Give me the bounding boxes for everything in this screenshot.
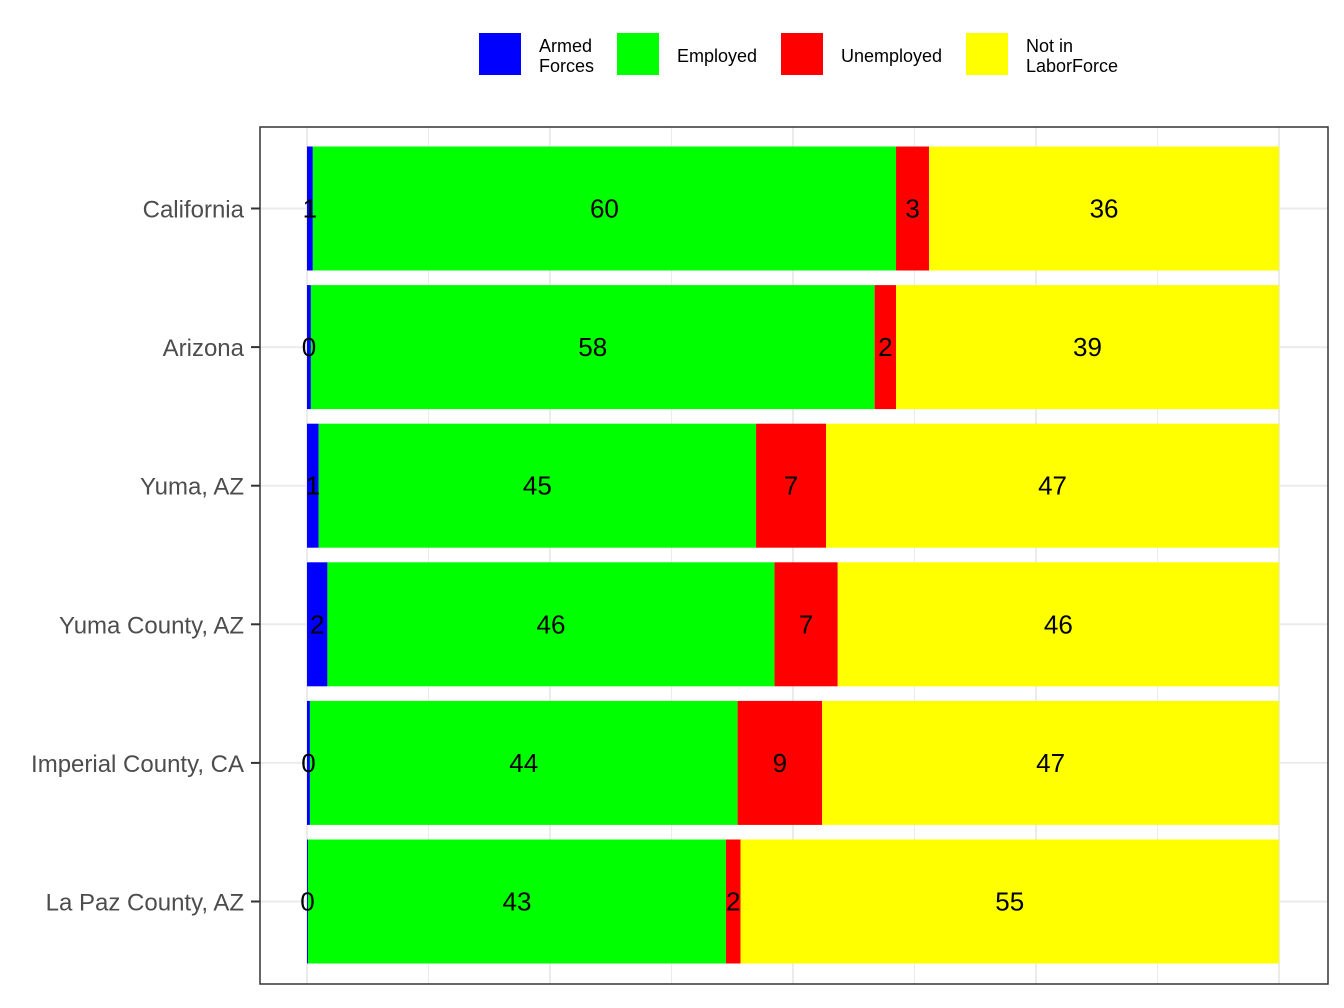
bar-labels: 1 60 3 36 0 58 2 39 1 45 7 47 2 46 7 46 0 44 9 47 0 43 2 55 xyxy=(300,194,1118,917)
data-label-unemployed-arizona: 2 xyxy=(878,332,892,362)
bar-unemployed-la-paz-county-az xyxy=(725,839,741,964)
data-label-employed-la-paz-county-az: 43 xyxy=(502,887,531,917)
legend-label-employed: Employed xyxy=(677,46,757,66)
bar-employed-arizona xyxy=(310,285,875,410)
bar-not-in-laborforce-imperial-county-ca xyxy=(822,700,1279,825)
bar-unemployed-yuma-az xyxy=(756,423,827,548)
data-label-unemployed-yuma-county-az: 7 xyxy=(799,609,813,639)
legend-key-armed-forces xyxy=(479,33,521,75)
data-label-armed-forces-arizona: 0 xyxy=(302,332,316,362)
data-label-not-in-laborforce-la-paz-county-az: 55 xyxy=(995,887,1024,917)
legend: Armed Forces Employed Unemployed Not in Labor… xyxy=(479,33,1118,76)
bar-not-in-laborforce-la-paz-county-az xyxy=(740,839,1279,964)
data-label-employed-california: 60 xyxy=(590,194,619,224)
data-label-employed-yuma-county-az: 46 xyxy=(537,609,566,639)
y-tick-label-la-paz-county-az: La Paz County, AZ xyxy=(46,890,244,917)
bar-unemployed-imperial-county-ca xyxy=(737,700,823,825)
data-label-armed-forces-yuma-county-az: 2 xyxy=(310,609,324,639)
bar-armed-forces-yuma-county-az xyxy=(307,562,328,687)
bar-unemployed-california xyxy=(896,146,930,271)
y-tick-label-yuma-az: Yuma, AZ xyxy=(140,474,244,501)
bar-not-in-laborforce-california xyxy=(929,146,1279,271)
data-label-unemployed-imperial-county-ca: 9 xyxy=(773,748,787,778)
data-label-not-in-laborforce-california: 36 xyxy=(1090,194,1119,224)
y-tick-label-yuma-county-az: Yuma County, AZ xyxy=(59,612,244,639)
bar-not-in-laborforce-yuma-az xyxy=(826,423,1279,548)
data-label-employed-imperial-county-ca: 44 xyxy=(509,748,538,778)
bar-employed-yuma-az xyxy=(318,423,757,548)
data-label-unemployed-yuma-az: 7 xyxy=(784,471,798,501)
legend-key-unemployed xyxy=(781,33,823,75)
bar-armed-forces-yuma-az xyxy=(307,423,319,548)
bar-unemployed-arizona xyxy=(874,285,897,410)
data-label-employed-yuma-az: 45 xyxy=(523,471,552,501)
data-label-employed-arizona: 58 xyxy=(578,332,607,362)
y-axis: California Arizona Yuma, AZ Yuma County, AZ… xyxy=(31,197,260,917)
data-label-not-in-laborforce-yuma-county-az: 46 xyxy=(1044,609,1073,639)
bar-employed-imperial-county-ca xyxy=(309,700,738,825)
data-label-armed-forces-imperial-county-ca: 0 xyxy=(301,748,315,778)
y-tick-label-imperial-county-ca: Imperial County, CA xyxy=(31,751,244,778)
data-label-unemployed-la-paz-county-az: 2 xyxy=(726,887,740,917)
bar-armed-forces-arizona xyxy=(307,285,311,410)
legend-key-employed xyxy=(617,33,659,75)
legend-label-armed-forces: Armed Forces xyxy=(539,36,594,76)
bars xyxy=(307,146,1279,964)
data-label-not-in-laborforce-imperial-county-ca: 47 xyxy=(1036,748,1065,778)
plot-border xyxy=(259,126,1329,985)
bar-employed-yuma-county-az xyxy=(327,562,775,687)
bar-employed-california xyxy=(312,146,897,271)
bar-armed-forces-california xyxy=(307,146,313,271)
data-label-unemployed-california: 3 xyxy=(905,194,919,224)
data-label-not-in-laborforce-yuma-az: 47 xyxy=(1038,471,1067,501)
data-label-armed-forces-la-paz-county-az: 0 xyxy=(300,887,314,917)
bar-unemployed-yuma-county-az xyxy=(774,562,838,687)
data-label-not-in-laborforce-arizona: 39 xyxy=(1073,332,1102,362)
data-label-armed-forces-california: 1 xyxy=(303,194,317,224)
bar-not-in-laborforce-yuma-county-az xyxy=(837,562,1279,687)
legend-key-not-in-laborforce xyxy=(966,33,1008,75)
legend-label-unemployed: Unemployed xyxy=(841,46,942,66)
legend-label-not-in-laborforce: Not in LaborForce xyxy=(1026,36,1118,76)
bar-not-in-laborforce-arizona xyxy=(896,285,1279,410)
data-label-armed-forces-yuma-az: 1 xyxy=(306,471,320,501)
bar-armed-forces-imperial-county-ca xyxy=(307,700,310,825)
y-tick-label-california: California xyxy=(143,197,245,224)
y-tick-label-arizona: Arizona xyxy=(163,335,245,362)
bar-employed-la-paz-county-az xyxy=(307,839,726,964)
bar-armed-forces-la-paz-county-az xyxy=(307,839,308,964)
